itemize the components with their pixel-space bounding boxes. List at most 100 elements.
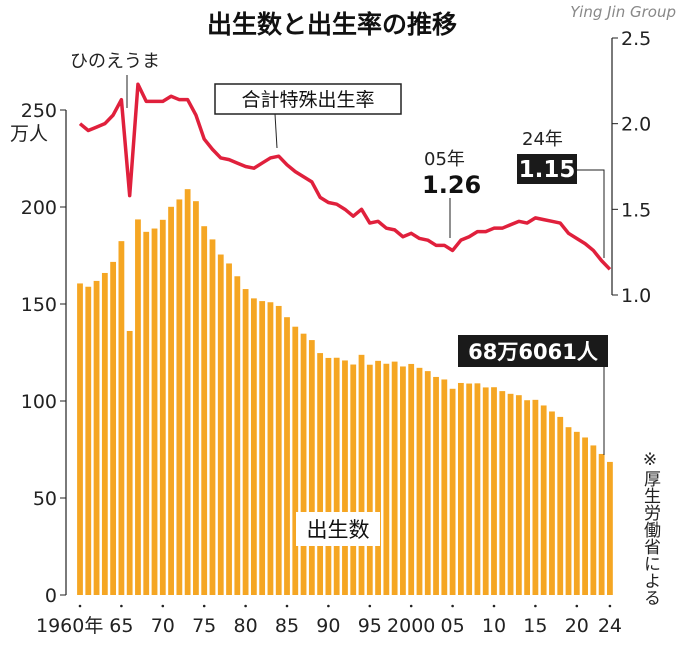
bar-1999 bbox=[400, 366, 406, 595]
left-tick-label: 50 bbox=[33, 488, 57, 510]
bar-1971 bbox=[168, 206, 174, 595]
hinoeuma-label: ひのえうま bbox=[70, 51, 160, 72]
births-series-label: 出生数 bbox=[307, 518, 370, 542]
bar-1993 bbox=[350, 364, 357, 595]
bar-2009 bbox=[482, 387, 489, 595]
bar-2019 bbox=[565, 427, 572, 595]
bar-1995 bbox=[366, 364, 373, 595]
bar-1991 bbox=[333, 357, 340, 595]
x-tick-label: 70 bbox=[151, 615, 175, 637]
tfr-line bbox=[78, 82, 612, 271]
bar-1961 bbox=[85, 286, 92, 595]
bar-1970 bbox=[159, 219, 166, 595]
tfr-series-label: 合計特殊出生率 bbox=[241, 89, 374, 111]
births-2024-label: 68万6061人 bbox=[468, 340, 598, 364]
bar-1978 bbox=[226, 263, 232, 595]
tfr-label-leader bbox=[274, 113, 278, 149]
x-tick-dot bbox=[244, 604, 247, 608]
x-tick-label: 2000 bbox=[387, 615, 435, 637]
y24-year: 24年 bbox=[522, 129, 563, 150]
x-tick-dot bbox=[120, 604, 123, 608]
bar-1997 bbox=[383, 363, 390, 595]
y24-leader bbox=[577, 169, 605, 258]
left-tick-label: 0 bbox=[45, 585, 57, 607]
bar-2003 bbox=[433, 376, 439, 595]
x-tick-label: 20 bbox=[565, 615, 589, 637]
left-tick-label: 250 bbox=[21, 100, 57, 122]
bar-1973 bbox=[184, 189, 191, 596]
right-tick-label: 2.0 bbox=[621, 114, 651, 136]
bar-1975 bbox=[201, 226, 208, 595]
bar-1984 bbox=[275, 305, 282, 595]
bar-2011 bbox=[499, 391, 506, 595]
bar-2013 bbox=[515, 395, 522, 595]
bar-1988 bbox=[308, 340, 315, 595]
x-tick-label: 05 bbox=[441, 615, 465, 637]
bar-2001 bbox=[416, 367, 423, 595]
bar-1979 bbox=[234, 276, 241, 595]
bar-1982 bbox=[259, 301, 266, 595]
x-tick-label: 1960年 bbox=[36, 615, 103, 637]
x-tick-label: 65 bbox=[109, 615, 133, 637]
bar-2023 bbox=[598, 453, 605, 595]
x-tick-dot bbox=[451, 604, 454, 608]
x-tick-label: 95 bbox=[358, 615, 382, 637]
y24-value-box bbox=[517, 154, 577, 184]
bar-2017 bbox=[549, 411, 555, 595]
bar-2014 bbox=[524, 400, 531, 595]
bar-1989 bbox=[317, 353, 324, 595]
x-tick-label: 80 bbox=[234, 615, 258, 637]
bar-1962 bbox=[93, 280, 100, 595]
births-2024-box bbox=[458, 335, 608, 367]
bar-2016 bbox=[540, 405, 547, 595]
left-tick-label: 100 bbox=[21, 391, 57, 413]
x-tick-dot bbox=[327, 604, 330, 608]
x-tick-dot bbox=[492, 604, 496, 608]
bar-1974 bbox=[193, 201, 199, 595]
bar-1981 bbox=[250, 298, 257, 595]
x-tick-dot bbox=[409, 604, 413, 608]
bar-1963 bbox=[101, 272, 108, 595]
x-tick-label: 75 bbox=[192, 615, 216, 637]
bar-1987 bbox=[300, 333, 307, 595]
bar-2005 bbox=[449, 388, 456, 595]
y05-year: 05年 bbox=[424, 149, 465, 170]
left-tick-label: 150 bbox=[21, 294, 57, 316]
bar-1990 bbox=[325, 357, 332, 595]
bar-1960 bbox=[77, 283, 83, 595]
bar-2000 bbox=[408, 363, 415, 595]
source-note: ※厚生労働省による bbox=[640, 450, 661, 606]
bar-1972 bbox=[176, 199, 183, 595]
bar-2015 bbox=[532, 399, 539, 595]
bar-1992 bbox=[342, 360, 348, 595]
bar-1998 bbox=[391, 361, 398, 595]
bar-2012 bbox=[507, 393, 514, 595]
births-label-box bbox=[296, 512, 380, 546]
bar-1967 bbox=[135, 219, 141, 595]
bar-2022 bbox=[590, 445, 597, 595]
chart-title: 出生数と出生率の推移 bbox=[207, 10, 457, 39]
bar-1996 bbox=[375, 360, 381, 595]
x-tick-dot bbox=[285, 604, 289, 608]
bar-2004 bbox=[441, 379, 448, 595]
bar-1994 bbox=[358, 354, 365, 595]
bar-2024 bbox=[607, 461, 613, 595]
bars-group bbox=[77, 189, 613, 596]
bar-2018 bbox=[557, 416, 564, 595]
x-tick-dot bbox=[202, 604, 206, 608]
x-tick-dot bbox=[161, 604, 165, 608]
bar-1977 bbox=[217, 254, 224, 595]
x-tick-label: 15 bbox=[523, 615, 547, 637]
right-tick-label: 2.5 bbox=[621, 28, 651, 50]
y24-value: 1.15 bbox=[519, 157, 576, 183]
bar-1969 bbox=[151, 228, 158, 595]
right-tick-label: 1.5 bbox=[621, 199, 651, 221]
bar-2002 bbox=[424, 371, 431, 595]
bar-2010 bbox=[491, 387, 497, 595]
bar-1976 bbox=[209, 239, 216, 595]
x-tick-dot bbox=[608, 604, 612, 608]
bar-2021 bbox=[582, 437, 588, 595]
bar-1980 bbox=[242, 289, 249, 595]
bar-1983 bbox=[267, 302, 274, 595]
